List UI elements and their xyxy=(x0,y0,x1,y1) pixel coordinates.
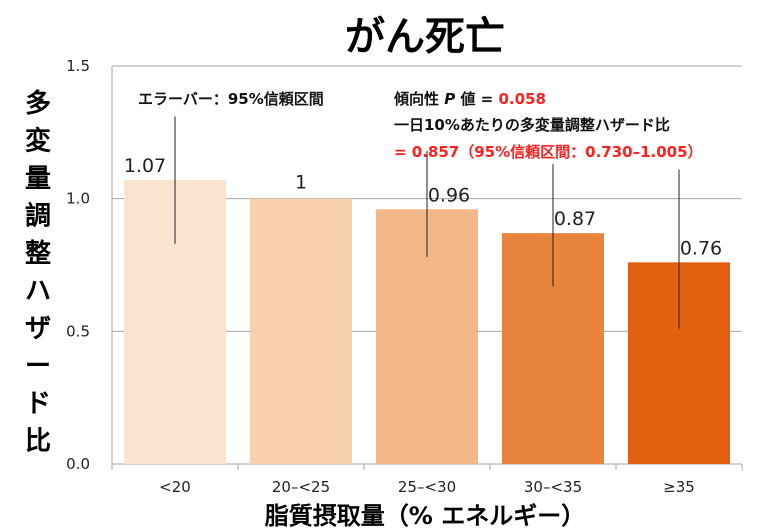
x-axis-label: 脂質摂取量（% エネルギー） xyxy=(265,502,585,530)
chart-title: がん死亡 xyxy=(345,14,505,60)
y-axis-label-char: ー xyxy=(25,352,51,382)
trend-p-symbol: P xyxy=(444,90,455,108)
trend-p-value: 0.058 xyxy=(498,90,545,108)
y-axis-label: 多変量調整ハザード比 xyxy=(25,89,51,457)
bar xyxy=(250,198,352,464)
errorbar-note: エラーバー：95%信頼区間 xyxy=(138,90,324,108)
data-labels: 1.07 1 0.96 0.87 0.76 xyxy=(124,155,722,259)
y-tick-label: 0.0 xyxy=(66,455,90,473)
data-label: 1 xyxy=(295,172,307,194)
x-tick-label: 20–<25 xyxy=(272,478,330,496)
x-tick-label: ≥35 xyxy=(663,478,695,496)
y-axis-label-char: ザ xyxy=(25,314,51,344)
x-tick-labels: <20 20–<25 25–<30 30–<35 ≥35 xyxy=(159,478,695,496)
per10-value: = 0.857（95%信頼区間：0.730–1.005） xyxy=(394,143,703,161)
data-label: 0.76 xyxy=(680,237,722,259)
y-axis-label-char: 量 xyxy=(25,164,51,194)
y-tick-label: 1.0 xyxy=(66,190,90,208)
trend-mid: 値 = xyxy=(455,90,498,108)
data-label: 0.96 xyxy=(428,184,470,206)
per10-line: 一日10%あたりの多変量調整ハザード比 xyxy=(394,116,670,134)
data-label: 0.87 xyxy=(554,208,596,230)
error-bars xyxy=(174,116,680,329)
y-tick-labels: 0.0 0.5 1.0 1.5 xyxy=(66,57,90,473)
y-axis-label-char: 調 xyxy=(25,201,51,232)
y-axis-label-char: 整 xyxy=(25,238,51,269)
y-tick-label: 0.5 xyxy=(66,322,90,340)
y-axis-label-char: 多 xyxy=(25,89,51,119)
y-axis-label-char: 比 xyxy=(25,427,51,457)
y-axis-label-char: ド xyxy=(25,389,51,419)
trend-prefix: 傾向性 xyxy=(393,90,444,108)
x-tick-label: <20 xyxy=(159,478,191,496)
y-tick-label: 1.5 xyxy=(66,57,90,75)
y-axis-label-char: ハ xyxy=(25,277,51,307)
y-axis-label-char: 変 xyxy=(25,126,51,157)
x-tick-label: 25–<30 xyxy=(398,478,456,496)
trend-p-annotation: 傾向性 P 値 = 0.058 xyxy=(393,90,546,108)
data-label: 1.07 xyxy=(124,155,166,177)
bars xyxy=(124,180,730,465)
x-tick-label: 30–<35 xyxy=(524,478,582,496)
